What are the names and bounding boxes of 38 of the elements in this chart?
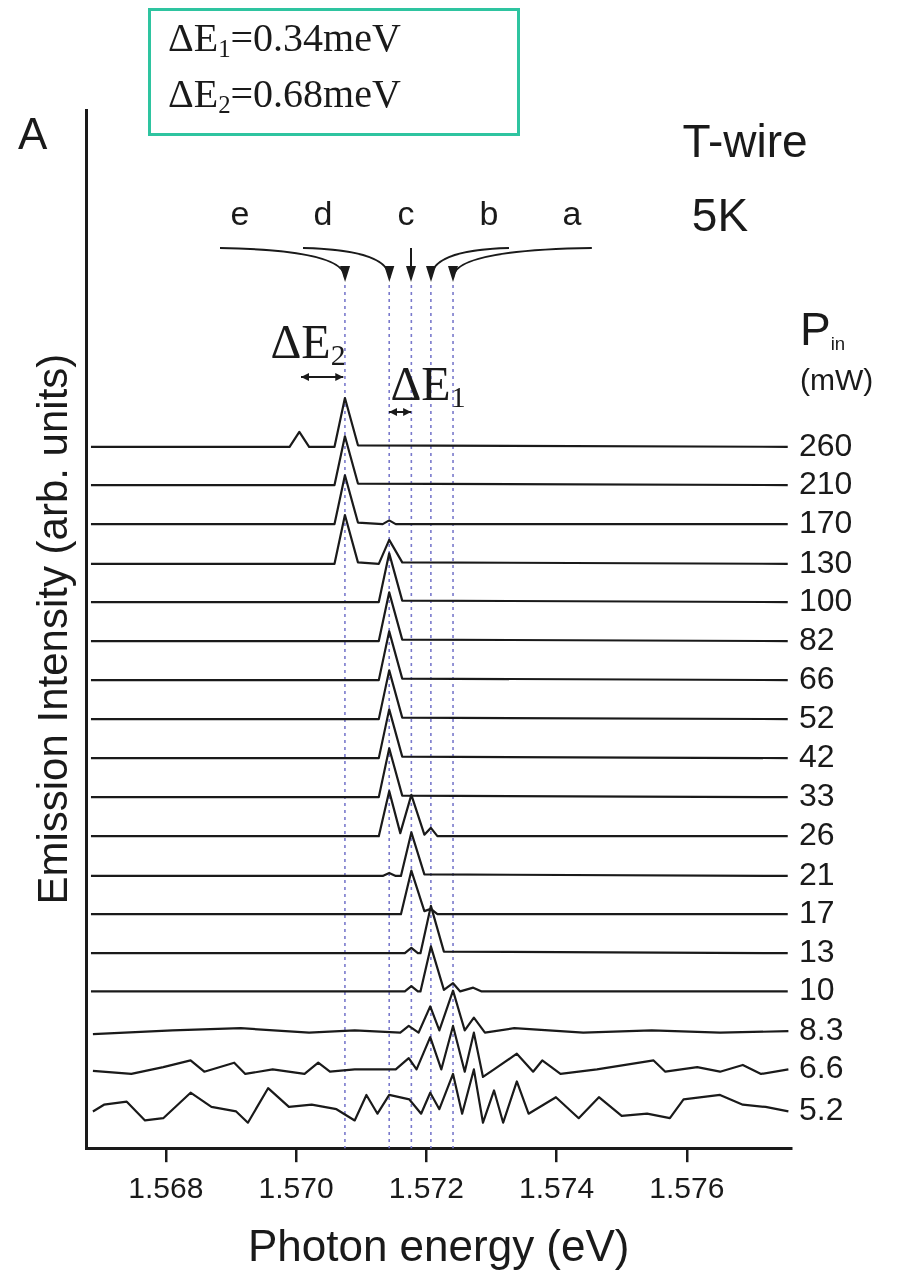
series-label: 82 <box>799 620 835 657</box>
series-label: 21 <box>799 855 835 892</box>
ref-line-label: d <box>313 194 333 232</box>
ref-line-label: e <box>230 194 250 232</box>
text: 5K <box>691 189 749 241</box>
ref-line-label: c <box>397 194 415 232</box>
series-label: 8.3 <box>799 1011 844 1048</box>
x-tick-label: 1.568 <box>128 1171 204 1205</box>
text: T-wire <box>682 115 808 167</box>
series-label: 170 <box>799 503 853 540</box>
x-axis-title: Photon energy (eV) <box>247 1220 630 1270</box>
series-label: 5.2 <box>799 1091 844 1128</box>
series-label: 6.6 <box>799 1049 844 1086</box>
series-label: 10 <box>799 971 835 1008</box>
series-label: 210 <box>799 464 853 501</box>
annotation: ΔE$_{1}$ <box>390 357 466 414</box>
series-label: 42 <box>799 737 835 774</box>
text: ΔE$_{2}$ <box>270 315 346 372</box>
series-label: 17 <box>799 893 835 930</box>
series-label: 66 <box>799 659 835 696</box>
series-label: 52 <box>799 698 835 735</box>
x-tick-label: 1.572 <box>388 1171 464 1205</box>
x-tick-label: 1.576 <box>649 1171 725 1205</box>
text: A <box>18 109 48 158</box>
series-label: 26 <box>799 815 835 852</box>
x-tick-label: 1.574 <box>519 1171 595 1205</box>
text: ΔE$_{1}$=0.34meV <box>168 15 401 63</box>
series-label: 33 <box>799 776 835 813</box>
legend-title: P$_{in}$ (mW) <box>800 302 875 398</box>
ref-line-label: a <box>562 194 582 232</box>
ref-line-label: b <box>479 194 499 232</box>
x-tick-label: 1.570 <box>258 1171 334 1205</box>
series-label: 13 <box>799 932 835 969</box>
series-label: 260 <box>799 426 853 463</box>
text: ΔE$_{2}$=0.68meV <box>168 71 401 119</box>
y-axis-title: Emission Intensity (arb. units) <box>28 353 76 905</box>
series-label: 130 <box>799 543 853 580</box>
series-label: 100 <box>799 581 853 618</box>
